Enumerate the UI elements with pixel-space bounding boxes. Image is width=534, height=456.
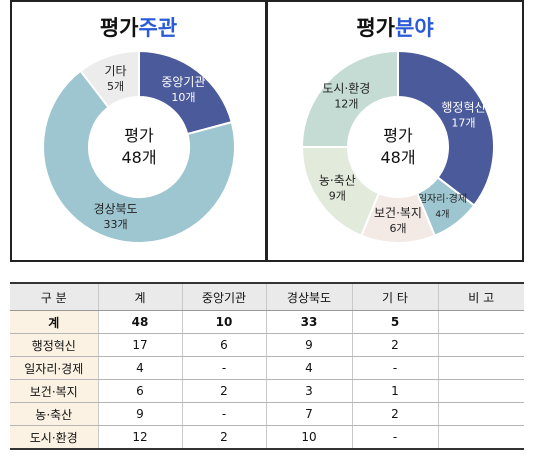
slice-label: 농·축산 [319,174,356,188]
table-cell: 4 [97,356,182,380]
table-cell [437,402,524,426]
evaluation-field-panel: 평가분야 행정혁신 17개 일자리·경제 4개 보건·복지 6개 농·축산 9개 도시·환경 12… [266,0,524,262]
slice-value-label: 33개 [103,218,127,231]
table-row: 도시·환경 12 2 10 - [10,425,524,450]
table-cell: 9 [265,333,352,357]
table-cell: - [351,356,438,380]
donut-slice-경상북도 [42,69,236,244]
column-header: 구 분 [10,282,98,311]
title-accent: 분야 [395,16,434,40]
table-cell [437,379,524,403]
donut-slice-기타 [79,49,140,109]
table-cell: 12 [97,425,182,450]
title-prefix: 평가 [99,16,139,40]
table-cell: 5 [351,310,438,334]
column-header: 중앙기관 [181,282,266,311]
slice-label: 도시·환경 [322,81,370,95]
column-header: 경상북도 [265,282,352,311]
table-header-row: 구 분 계 중앙기관 경상북도 기 타 비 고 [10,282,524,311]
panel-title: 평가주관 [12,12,265,42]
table-row: 행정혁신 17 6 9 2 [10,333,524,357]
slice-value-label: 10개 [171,91,195,104]
slice-label: 중앙기관 [161,75,205,89]
table-cell: 9 [97,402,182,426]
table-cell: 6 [97,379,182,403]
slice-value-label: 6개 [389,222,406,235]
row-label: 일자리·경제 [10,356,98,380]
table-cell: 10 [265,425,352,450]
center-value: 48개 [121,148,156,167]
table-cell [437,356,524,380]
table-cell: - [181,402,266,426]
table-cell [437,425,524,450]
panel-title: 평가분야 [268,12,522,42]
center-label: 평가 [124,126,154,145]
summary-table: 구 분 계 중앙기관 경상북도 기 타 비 고 계 48 10 33 5 행정혁… [10,282,524,450]
row-label: 도시·환경 [10,425,98,450]
table-cell [437,333,524,357]
title-prefix: 평가 [356,16,395,40]
table-cell: 10 [181,310,266,334]
table-cell [437,310,524,334]
slice-value-label: 5개 [107,80,124,93]
evaluation-host-panel: 평가주관 중앙기관 10개 경상북도 33개 기타 5개 평가 48개 [10,0,267,262]
table-cell: - [181,356,266,380]
row-label: 계 [10,310,98,334]
table-cell: 2 [351,402,438,426]
slice-label: 보건·복지 [374,206,422,220]
table-cell: 1 [351,379,438,403]
table-cell: 3 [265,379,352,403]
slice-value-label: 4개 [435,209,449,220]
table-cell: 17 [97,333,182,357]
table-cell: 48 [97,310,182,334]
row-label: 농·축산 [10,402,98,426]
slice-label: 행정혁신 [441,100,485,115]
table-cell: 2 [181,425,266,450]
table-row: 농·축산 9 - 7 2 [10,402,524,426]
table-row-total: 계 48 10 33 5 [10,310,524,334]
slice-label: 일자리·경제 [418,192,467,205]
slice-value-label: 17개 [451,117,475,130]
table-cell: 4 [265,356,352,380]
center-value: 48개 [380,148,415,167]
table-cell: 7 [265,402,352,426]
row-label: 행정혁신 [10,333,98,357]
column-header: 비 고 [437,282,524,311]
slice-label: 기타 [104,64,126,78]
column-header: 기 타 [351,282,438,311]
title-accent: 주관 [138,16,178,40]
row-label: 보건·복지 [10,379,98,403]
donut-slice-도시-환경 [300,49,399,148]
center-label: 평가 [383,126,413,145]
table-cell: - [351,425,438,450]
table-cell: 33 [265,310,352,334]
table-cell: 6 [181,333,266,357]
table-row: 보건·복지 6 2 3 1 [10,379,524,403]
table-cell: 2 [351,333,438,357]
donut-slice-행정혁신 [397,49,495,207]
slice-value-label: 12개 [334,97,358,110]
slice-value-label: 9개 [329,190,346,203]
column-header: 계 [97,282,182,311]
table-row: 일자리·경제 4 - 4 - [10,356,524,380]
slice-label: 경상북도 [93,202,137,216]
table-cell: 2 [181,379,266,403]
